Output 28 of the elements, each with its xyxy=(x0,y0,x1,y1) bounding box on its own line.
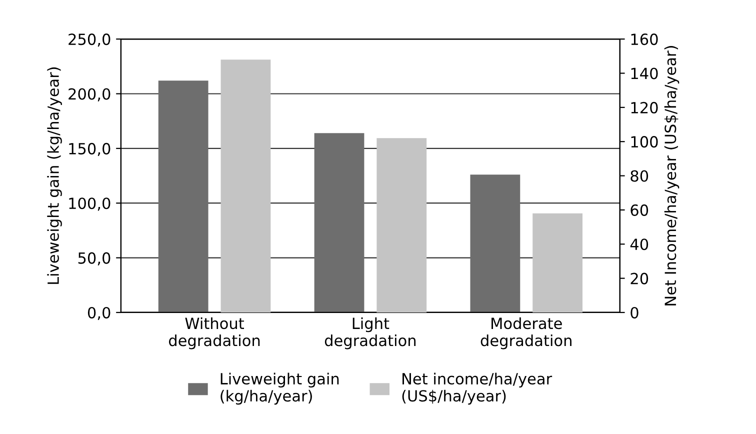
y-tick-label: 0,0 xyxy=(88,306,110,320)
legend-label: Liveweight gain (kg/ha/year) xyxy=(220,372,339,405)
bar xyxy=(470,174,520,312)
y-tick-label: 150,0 xyxy=(69,142,110,156)
y-tick-label: 200,0 xyxy=(68,88,110,102)
y-tick-label: 50,0 xyxy=(78,252,110,266)
y2-axis-title: Net Income/ha/year (US$/ha/year) xyxy=(664,46,680,306)
y-axis-title: Liveweight gain (kg/ha/year) xyxy=(47,67,62,284)
y-tick-label: 250,0 xyxy=(68,34,110,47)
x-tick-label: Moderate degradation xyxy=(480,317,572,350)
x-tick-label: Without degradation xyxy=(168,317,260,350)
bar xyxy=(532,213,582,312)
y2-tick-label: 60 xyxy=(630,204,648,216)
y2-tick-label: 120 xyxy=(631,102,658,114)
y2-tick-label: 100 xyxy=(631,136,658,148)
bar xyxy=(158,80,208,312)
bar xyxy=(376,138,427,312)
y2-tick-label: 40 xyxy=(630,238,648,250)
bar xyxy=(220,60,271,312)
y2-tick-label: 0 xyxy=(630,306,638,318)
bar xyxy=(314,133,364,312)
x-tick-label: Light degradation xyxy=(324,317,416,350)
y2-tick-label: 80 xyxy=(630,170,648,182)
legend-label: Net income/ha/year (US$/ha/year) xyxy=(402,372,552,405)
y2-tick-label: 160 xyxy=(631,34,658,46)
y2-tick-label: 140 xyxy=(631,68,658,80)
y-tick-label: 100,0 xyxy=(69,198,110,211)
y2-tick-label: 20 xyxy=(630,272,648,284)
